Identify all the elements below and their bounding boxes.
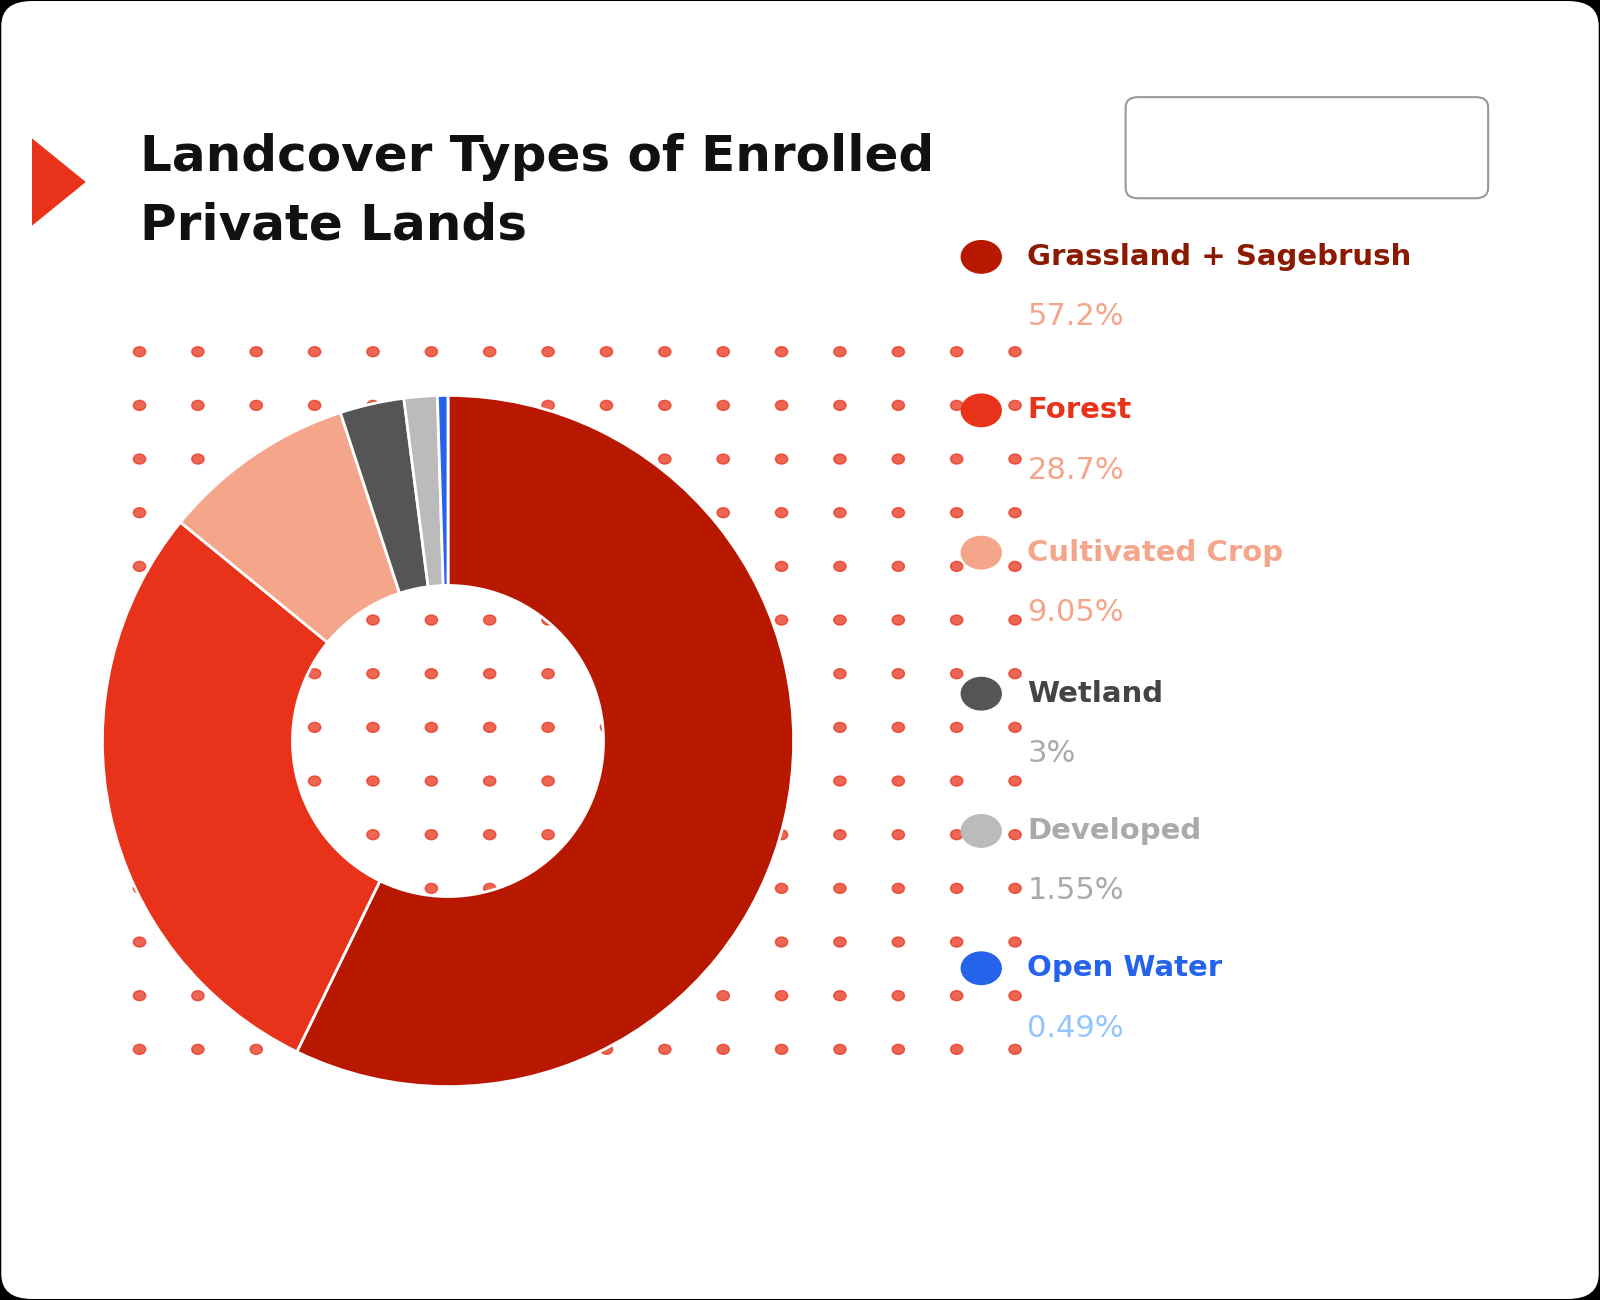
Circle shape	[776, 937, 787, 946]
Circle shape	[192, 776, 205, 786]
Circle shape	[893, 668, 904, 679]
Circle shape	[600, 776, 613, 786]
Circle shape	[133, 937, 146, 946]
Circle shape	[366, 668, 379, 679]
Circle shape	[600, 454, 613, 464]
Circle shape	[1010, 562, 1021, 572]
Circle shape	[542, 776, 554, 786]
Circle shape	[133, 508, 146, 517]
Circle shape	[483, 454, 496, 464]
Text: Landcover Types of Enrolled: Landcover Types of Enrolled	[139, 133, 934, 181]
Circle shape	[133, 1044, 146, 1054]
Circle shape	[133, 562, 146, 572]
Circle shape	[600, 829, 613, 840]
Circle shape	[600, 668, 613, 679]
Circle shape	[250, 829, 262, 840]
Circle shape	[717, 562, 730, 572]
Circle shape	[834, 508, 846, 517]
Circle shape	[309, 400, 320, 411]
Circle shape	[950, 668, 963, 679]
Circle shape	[483, 884, 496, 893]
Circle shape	[426, 776, 437, 786]
Text: 0.49%: 0.49%	[1027, 1014, 1123, 1043]
Circle shape	[962, 677, 1002, 710]
Polygon shape	[32, 138, 86, 226]
Text: Forest: Forest	[1027, 396, 1131, 424]
Circle shape	[776, 562, 787, 572]
Circle shape	[542, 937, 554, 946]
Circle shape	[1010, 884, 1021, 893]
Text: Open Water: Open Water	[1027, 954, 1222, 983]
Circle shape	[834, 400, 846, 411]
Circle shape	[309, 508, 320, 517]
Circle shape	[950, 991, 963, 1001]
Circle shape	[426, 829, 437, 840]
Circle shape	[962, 394, 1002, 426]
Circle shape	[250, 937, 262, 946]
Circle shape	[309, 1044, 320, 1054]
Circle shape	[776, 776, 787, 786]
Circle shape	[600, 723, 613, 732]
Circle shape	[600, 347, 613, 356]
Wedge shape	[181, 412, 400, 642]
Circle shape	[426, 668, 437, 679]
Circle shape	[133, 776, 146, 786]
Circle shape	[309, 347, 320, 356]
Circle shape	[717, 508, 730, 517]
Circle shape	[426, 508, 437, 517]
Circle shape	[192, 991, 205, 1001]
Circle shape	[483, 668, 496, 679]
Circle shape	[834, 1044, 846, 1054]
Text: Grassland + Sagebrush: Grassland + Sagebrush	[1027, 243, 1411, 270]
Circle shape	[250, 615, 262, 625]
Circle shape	[483, 776, 496, 786]
Circle shape	[717, 723, 730, 732]
Circle shape	[542, 991, 554, 1001]
Circle shape	[542, 829, 554, 840]
Circle shape	[717, 347, 730, 356]
Circle shape	[776, 884, 787, 893]
Circle shape	[717, 776, 730, 786]
Circle shape	[426, 1044, 437, 1054]
Circle shape	[776, 1044, 787, 1054]
Circle shape	[659, 454, 670, 464]
Circle shape	[834, 991, 846, 1001]
Circle shape	[366, 1044, 379, 1054]
Circle shape	[893, 1044, 904, 1054]
Circle shape	[600, 562, 613, 572]
Circle shape	[483, 508, 496, 517]
Circle shape	[717, 1044, 730, 1054]
Circle shape	[483, 991, 496, 1001]
Text: Developed: Developed	[1027, 816, 1202, 845]
Circle shape	[250, 347, 262, 356]
Circle shape	[250, 454, 262, 464]
Circle shape	[542, 454, 554, 464]
Circle shape	[133, 615, 146, 625]
Circle shape	[893, 829, 904, 840]
Circle shape	[659, 937, 670, 946]
Circle shape	[600, 508, 613, 517]
Circle shape	[659, 615, 670, 625]
Circle shape	[893, 454, 904, 464]
Circle shape	[1010, 347, 1021, 356]
Circle shape	[250, 991, 262, 1001]
Circle shape	[962, 952, 1002, 984]
Circle shape	[309, 723, 320, 732]
Circle shape	[717, 454, 730, 464]
Circle shape	[1010, 400, 1021, 411]
Circle shape	[834, 668, 846, 679]
Circle shape	[776, 347, 787, 356]
Circle shape	[893, 400, 904, 411]
Wedge shape	[298, 395, 794, 1087]
Circle shape	[542, 1044, 554, 1054]
Text: 9.05%: 9.05%	[1027, 598, 1123, 627]
Circle shape	[250, 400, 262, 411]
Circle shape	[893, 884, 904, 893]
Circle shape	[542, 723, 554, 732]
Circle shape	[483, 937, 496, 946]
Circle shape	[483, 829, 496, 840]
Circle shape	[542, 562, 554, 572]
Circle shape	[893, 347, 904, 356]
Circle shape	[483, 615, 496, 625]
